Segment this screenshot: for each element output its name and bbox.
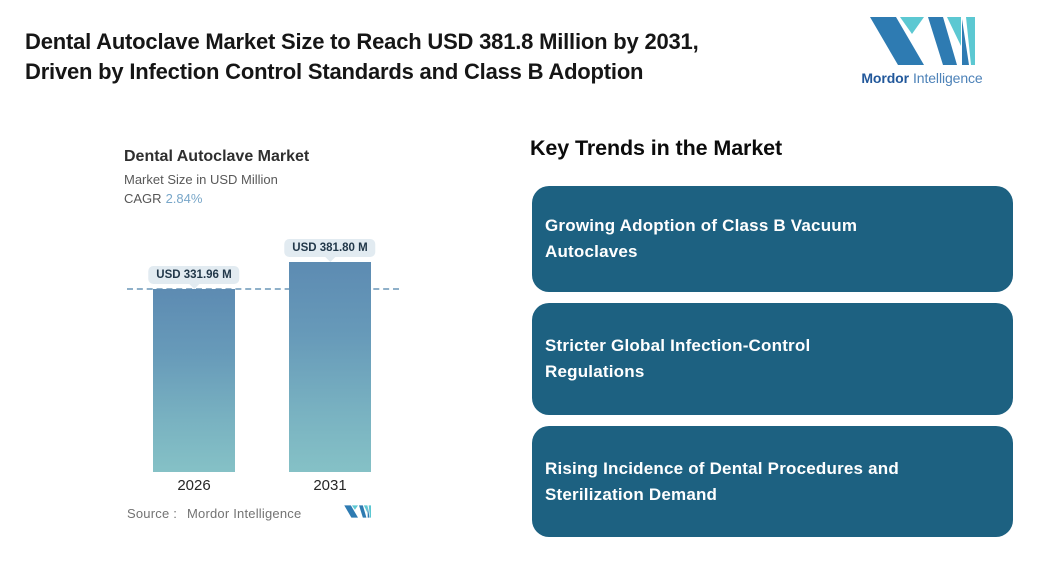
mordor-logo-icon xyxy=(870,17,975,65)
axis-label-2026: 2026 xyxy=(177,477,211,494)
brand-name: Mordor Intelligence xyxy=(860,70,984,86)
source-row: Source : Mordor Intelligence xyxy=(127,506,301,521)
bar-2031 xyxy=(289,262,371,472)
chart-subtitle: Market Size in USD Million xyxy=(124,172,278,187)
trends-heading: Key Trends in the Market xyxy=(530,136,783,160)
brand-name-mordor: Mordor xyxy=(861,70,909,86)
trend-card-infection-control: Stricter Global Infection-Control Regula… xyxy=(532,303,1013,415)
page-title-line2: Driven by Infection Control Standards an… xyxy=(25,59,644,84)
value-pill-2031: USD 381.80 M xyxy=(284,239,376,257)
chart-cagr: CAGR 2.84% xyxy=(124,191,202,206)
trend-card-text: Rising Incidence of Dental Procedures an… xyxy=(545,458,899,504)
brand-name-intelligence: Intelligence xyxy=(912,70,983,86)
source-label: Source : xyxy=(127,506,178,521)
trend-card-class-b-adoption: Growing Adoption of Class B Vacuum Autoc… xyxy=(532,186,1013,292)
source-value: Mordor Intelligence xyxy=(187,506,302,521)
bar-2026 xyxy=(153,289,235,472)
reference-dashed-line xyxy=(127,288,399,290)
page-title: Dental Autoclave Market Size to Reach US… xyxy=(25,27,699,87)
trend-card-dental-procedures: Rising Incidence of Dental Procedures an… xyxy=(532,426,1013,537)
brand-logo: Mordor Intelligence xyxy=(860,16,984,86)
chart-title: Dental Autoclave Market xyxy=(124,148,310,165)
axis-label-2031: 2031 xyxy=(313,477,347,494)
cagr-label: CAGR xyxy=(124,191,162,206)
page-title-line1: Dental Autoclave Market Size to Reach US… xyxy=(25,29,699,54)
cagr-value: 2.84% xyxy=(165,191,203,206)
trend-card-text: Stricter Global Infection-Control Regula… xyxy=(545,336,811,381)
trend-card-text: Growing Adoption of Class B Vacuum Autoc… xyxy=(545,216,858,261)
source-logo-icon xyxy=(344,505,371,518)
value-pill-2026: USD 331.96 M xyxy=(148,266,240,284)
